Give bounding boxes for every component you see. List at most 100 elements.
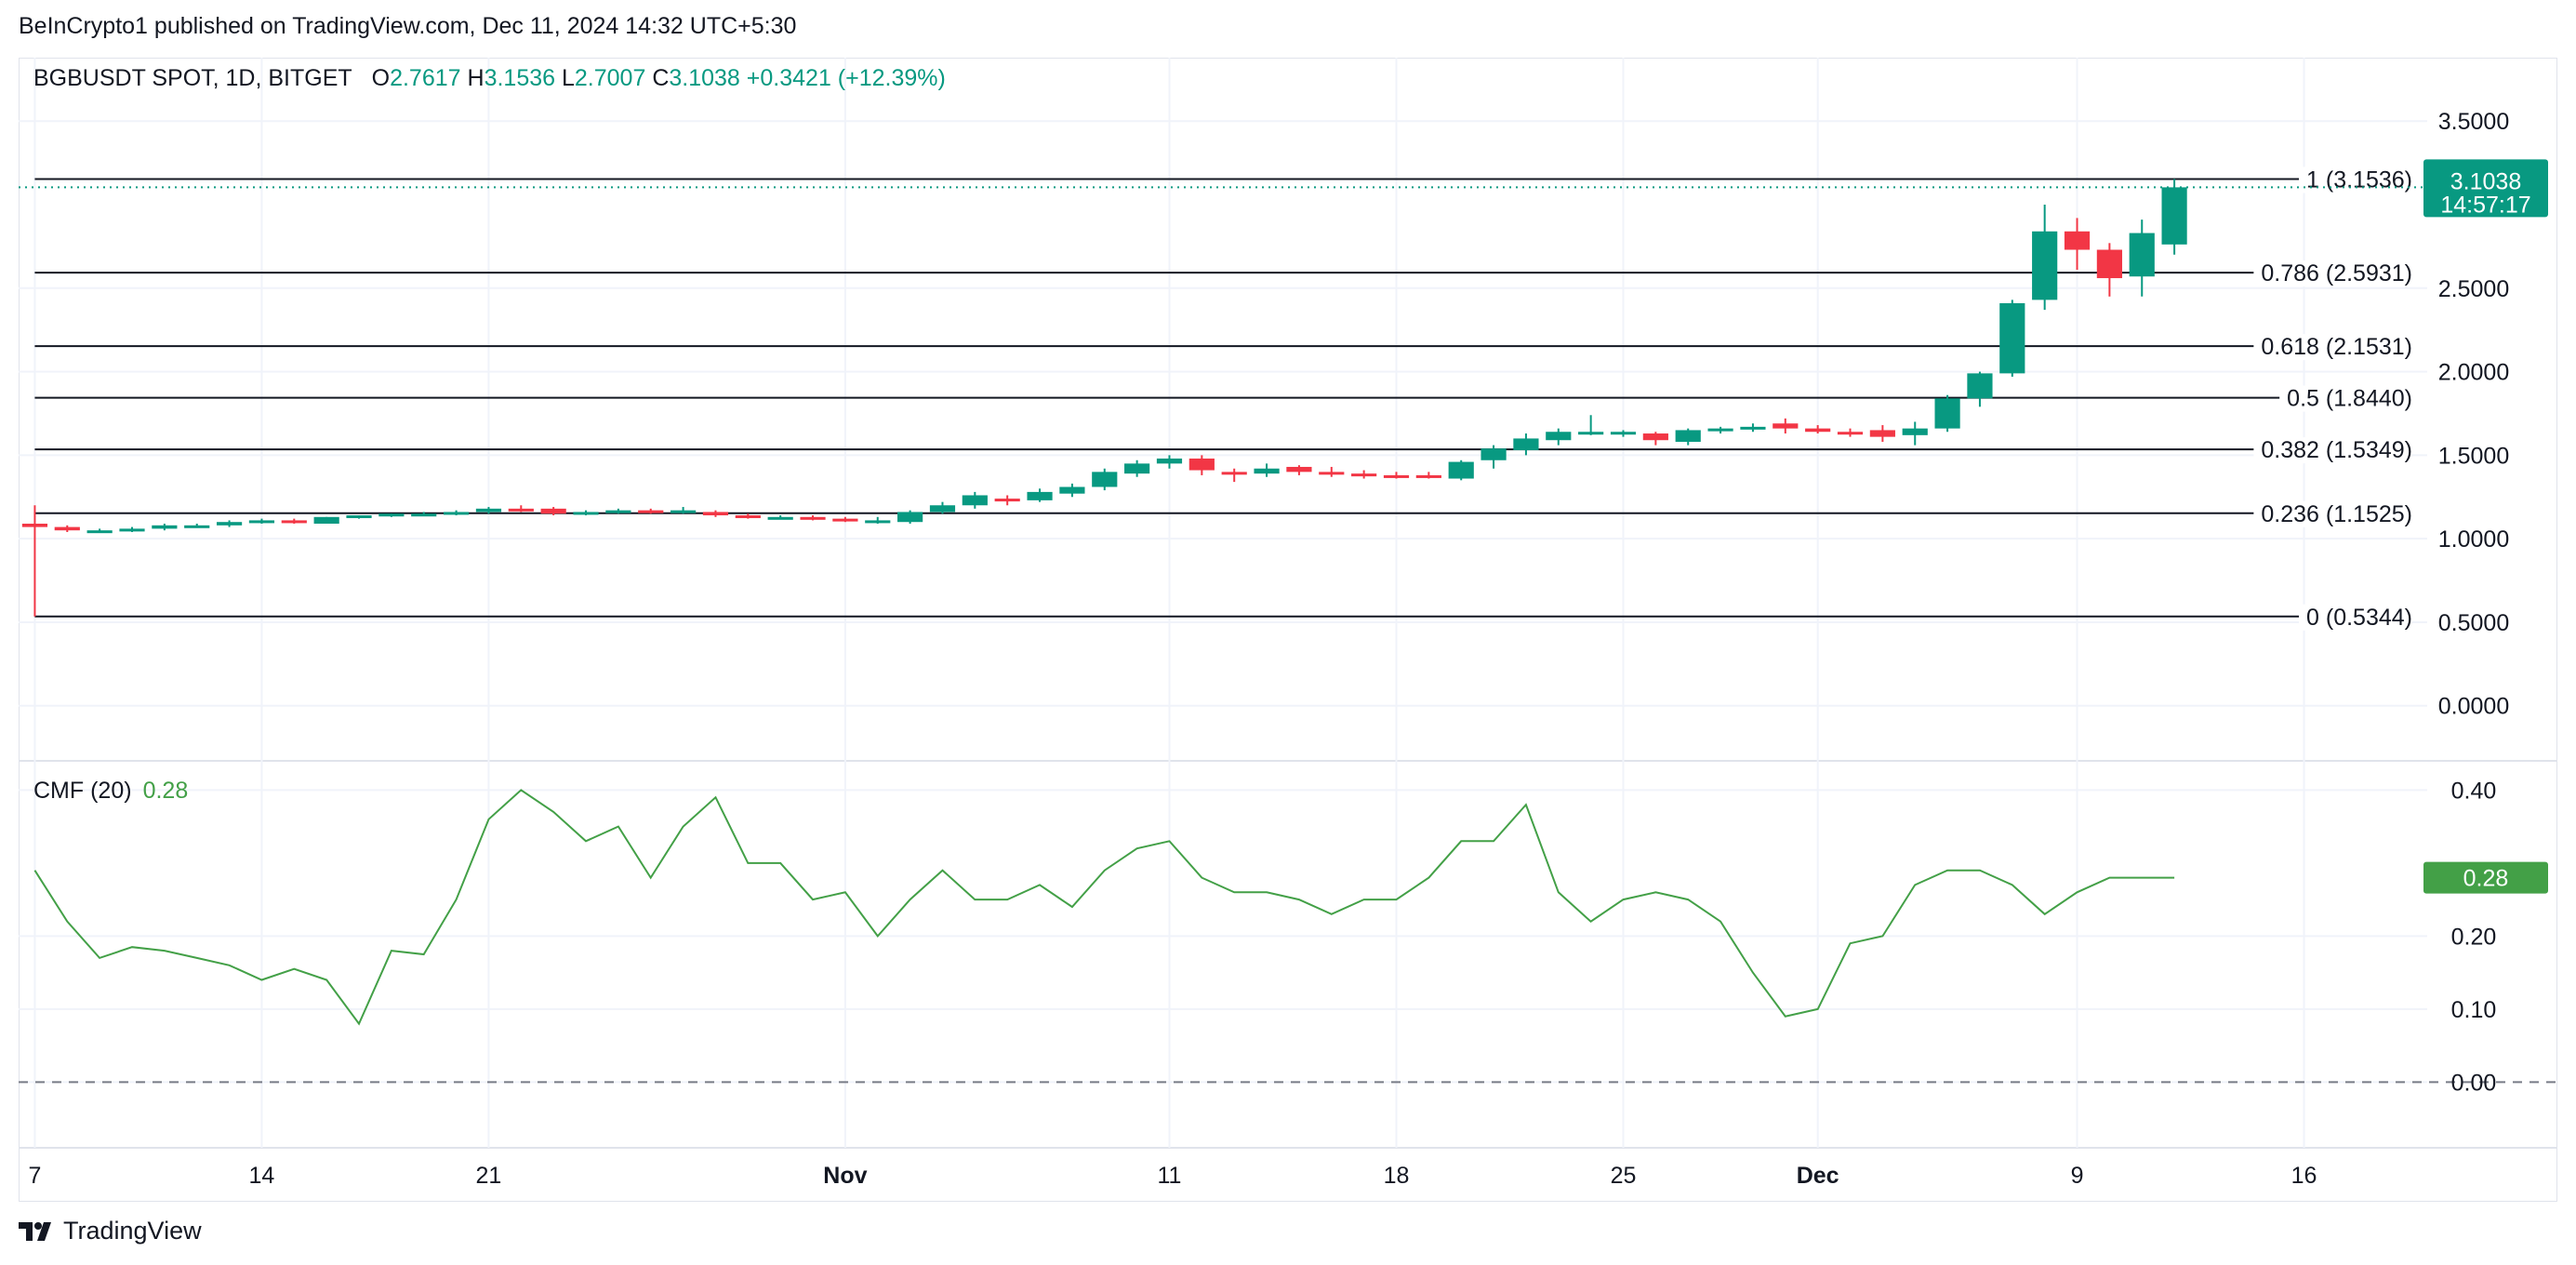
candle bbox=[1092, 468, 1118, 491]
candle bbox=[1675, 428, 1701, 446]
candle bbox=[378, 513, 405, 517]
candle-body bbox=[540, 508, 566, 514]
candle bbox=[2032, 205, 2058, 311]
price-tick-label: 1.0000 bbox=[2438, 526, 2509, 553]
time-tick-label: 21 bbox=[476, 1163, 502, 1189]
candle-body bbox=[86, 530, 113, 534]
candle bbox=[1773, 418, 1799, 434]
candle bbox=[1188, 455, 1215, 475]
candle-body bbox=[1059, 486, 1085, 494]
candle bbox=[411, 512, 437, 517]
candle bbox=[2129, 220, 2155, 297]
candle-body bbox=[1707, 428, 1733, 432]
candle-body bbox=[767, 516, 793, 520]
candle-body bbox=[508, 508, 534, 512]
candle-body bbox=[832, 518, 858, 522]
candle bbox=[1059, 483, 1085, 498]
candle bbox=[1642, 432, 1668, 446]
candle bbox=[346, 515, 372, 519]
close-value: 3.1038 bbox=[669, 65, 740, 91]
candle bbox=[184, 524, 210, 528]
low-value: 2.7007 bbox=[574, 65, 646, 91]
candle bbox=[1027, 488, 1053, 502]
countdown-badge-value: 14:57:17 bbox=[2440, 192, 2530, 218]
candle-body bbox=[1351, 473, 1377, 477]
candle-body bbox=[1319, 472, 1345, 475]
time-tick-label: Nov bbox=[823, 1163, 867, 1189]
cmf-legend: CMF (20) 0.28 bbox=[33, 778, 188, 805]
cmf-tick-label: 0.40 bbox=[2451, 778, 2497, 804]
candle-body bbox=[1967, 373, 1993, 399]
time-tick-label: 18 bbox=[1384, 1163, 1410, 1189]
candle bbox=[962, 491, 988, 509]
fib-label-background bbox=[2253, 437, 2412, 464]
candle bbox=[929, 501, 956, 514]
fib-level-label: 0.382 (1.5349) bbox=[2261, 437, 2412, 463]
tradingview-logo-icon bbox=[19, 1221, 51, 1241]
candle-body bbox=[1448, 461, 1474, 479]
open-label: O bbox=[371, 65, 391, 91]
candle-body bbox=[248, 520, 275, 524]
cmf-series bbox=[33, 789, 2175, 1026]
candle-body bbox=[671, 510, 697, 513]
candle bbox=[1546, 428, 1572, 446]
candle-body bbox=[1383, 474, 1410, 478]
candle-body bbox=[1642, 433, 1668, 441]
price-tick-label: 0.0000 bbox=[2438, 694, 2509, 720]
candle-body bbox=[994, 499, 1020, 502]
candle-body bbox=[2161, 187, 2187, 245]
candle bbox=[119, 526, 145, 532]
candle bbox=[1415, 472, 1441, 479]
change-value: +0.3421 (+12.39%) bbox=[746, 65, 946, 91]
candle bbox=[1999, 300, 2025, 377]
price-tick-label: 2.0000 bbox=[2438, 360, 2509, 386]
candle-body bbox=[735, 515, 761, 519]
candle bbox=[832, 516, 858, 523]
candle bbox=[1448, 459, 1474, 481]
candle-body bbox=[800, 516, 826, 520]
candle bbox=[800, 515, 826, 521]
cmf-line bbox=[33, 789, 2175, 1026]
tradingview-logo[interactable]: TradingView bbox=[19, 1217, 202, 1245]
candle-body bbox=[119, 528, 145, 532]
last-price-badge-value: 3.1038 bbox=[2450, 168, 2521, 194]
candle bbox=[605, 508, 631, 514]
candle bbox=[1481, 445, 1507, 469]
candle-body bbox=[1027, 491, 1053, 500]
cmf-tick-label: 0.10 bbox=[2451, 997, 2497, 1023]
candle-body bbox=[1092, 472, 1118, 487]
candle-body bbox=[897, 512, 923, 523]
last-price-badge bbox=[2423, 159, 2548, 218]
candle-body bbox=[1773, 423, 1799, 429]
chart-frame bbox=[19, 58, 2557, 1202]
candle-body bbox=[184, 525, 210, 528]
candle-body bbox=[1221, 472, 1247, 475]
candle bbox=[1869, 425, 1895, 443]
candle bbox=[475, 507, 502, 514]
candle bbox=[443, 510, 470, 516]
candle bbox=[897, 510, 923, 525]
candle bbox=[1124, 459, 1150, 477]
time-tick-label: 16 bbox=[2291, 1163, 2317, 1189]
fib-label-background bbox=[2253, 334, 2412, 361]
candle bbox=[1707, 426, 1733, 434]
time-tick-label: 25 bbox=[1611, 1163, 1637, 1189]
fib-label-background bbox=[2299, 604, 2412, 631]
candle bbox=[1967, 371, 1993, 407]
time-tick-label: 7 bbox=[28, 1163, 41, 1189]
candle bbox=[508, 505, 534, 513]
candle bbox=[573, 510, 599, 516]
price-tick-label: 3.5000 bbox=[2438, 109, 2509, 135]
candle-body bbox=[1124, 463, 1150, 474]
fib-level-label: 0.236 (1.1525) bbox=[2261, 501, 2412, 527]
candle-body bbox=[2096, 249, 2122, 279]
open-value: 2.7617 bbox=[390, 65, 461, 91]
candle bbox=[638, 508, 664, 514]
cmf-axis: 0.40 0.20 0.10 0.00 bbox=[2451, 778, 2497, 1096]
candle bbox=[865, 516, 891, 525]
candle-body bbox=[962, 495, 988, 506]
candle-body bbox=[1415, 474, 1441, 478]
time-tick-label: 9 bbox=[2071, 1163, 2084, 1189]
fib-label-background bbox=[2253, 500, 2412, 527]
